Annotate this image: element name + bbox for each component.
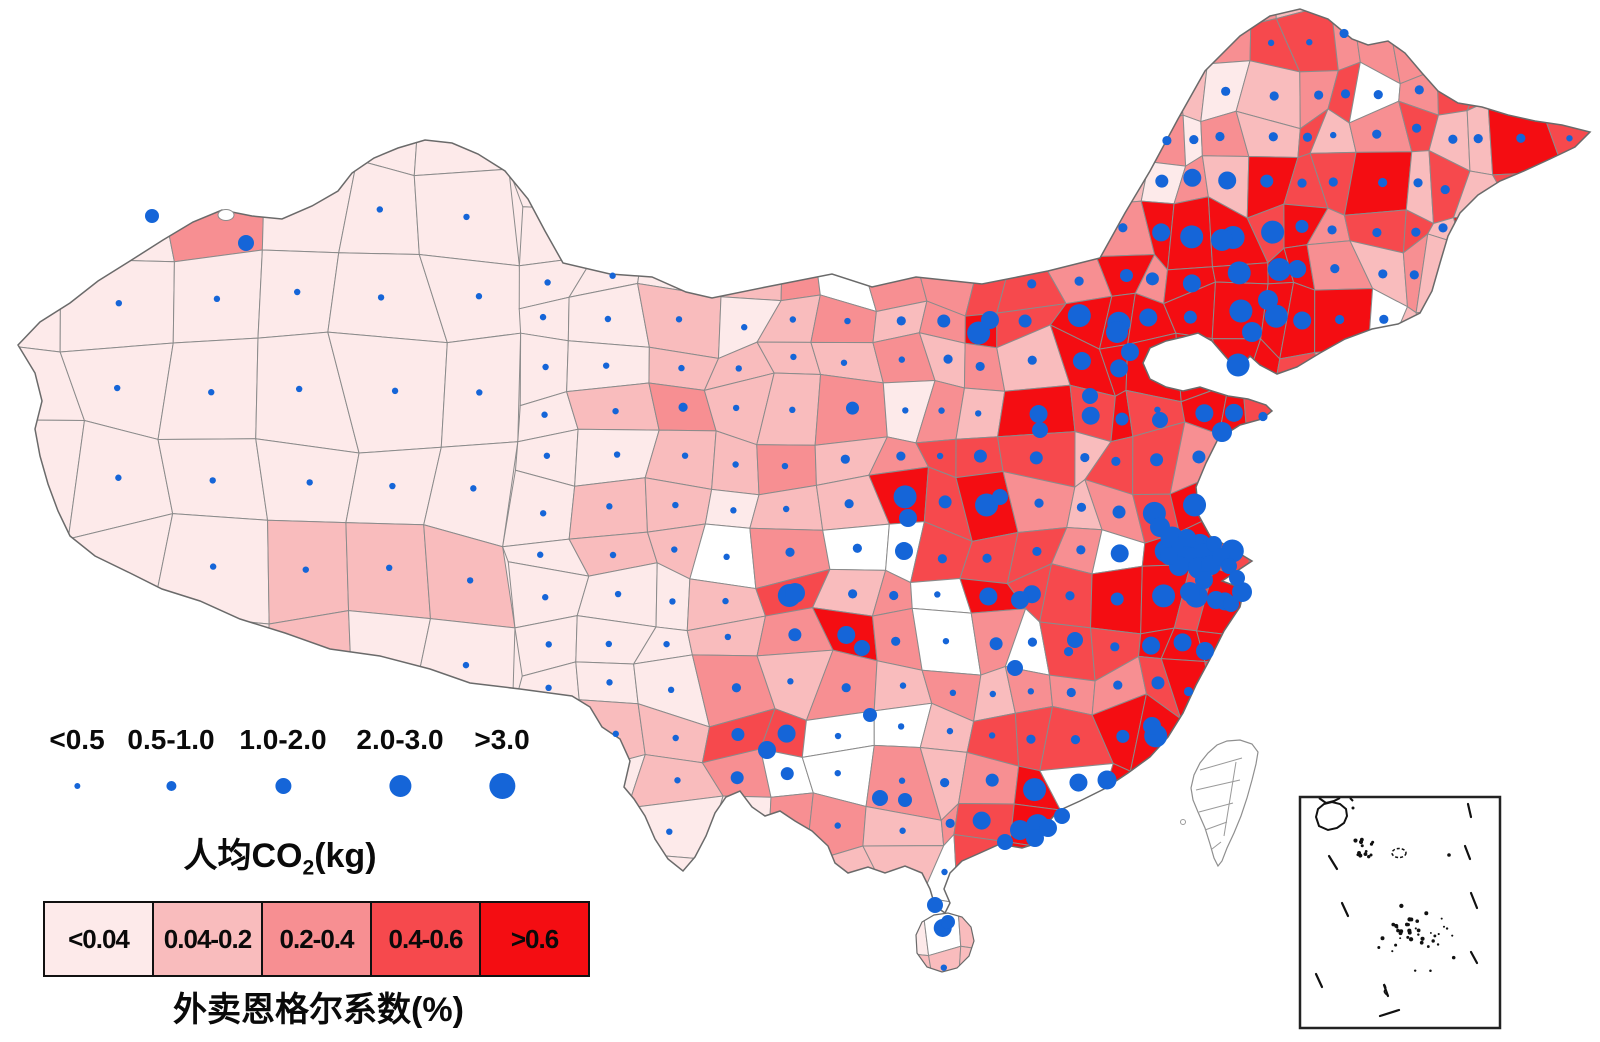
nine-dash-segment	[1340, 901, 1350, 918]
south-china-sea-inset	[1298, 795, 1502, 1030]
nine-dash-segment	[1327, 854, 1339, 871]
choropleth-legend-swatch: 0.04-0.2	[152, 901, 263, 977]
choropleth-legend-swatch: 0.4-0.6	[370, 901, 481, 977]
choropleth-legend-swatch: >0.6	[479, 901, 590, 977]
inset-atoll-ring	[1391, 847, 1407, 859]
bubble-legend-title: 人均CO2(kg)	[60, 828, 500, 880]
nine-dash-segment	[1469, 891, 1479, 910]
bubble-legend-title-text: 人均CO	[183, 837, 303, 875]
nine-dash-segment	[1378, 1008, 1401, 1018]
co2-dots	[113, 28, 1573, 971]
nine-dash-segment	[1382, 983, 1390, 998]
bubble-legend-title-unit: (kg)	[314, 837, 377, 875]
inset-hainan-outline	[1314, 800, 1349, 832]
nine-dash-segment	[1466, 802, 1473, 819]
choropleth-legend-swatch: 0.2-0.4	[261, 901, 372, 977]
bubble-legend-title-subscript: 2	[302, 856, 315, 880]
choropleth-legend-title: 外卖恩格尔系数(%)	[173, 991, 464, 1029]
national-border	[17, 8, 1592, 973]
choropleth-legend: <0.04 0.04-0.2 0.2-0.4 0.4-0.6 >0.6	[43, 901, 590, 977]
taiwan	[1180, 739, 1259, 868]
nine-dash-segment	[1314, 972, 1324, 989]
nine-dash-segment	[1463, 844, 1472, 861]
nine-dash-segment	[1469, 950, 1479, 965]
choropleth-legend-swatch: <0.04	[43, 901, 154, 977]
lake	[217, 209, 235, 221]
